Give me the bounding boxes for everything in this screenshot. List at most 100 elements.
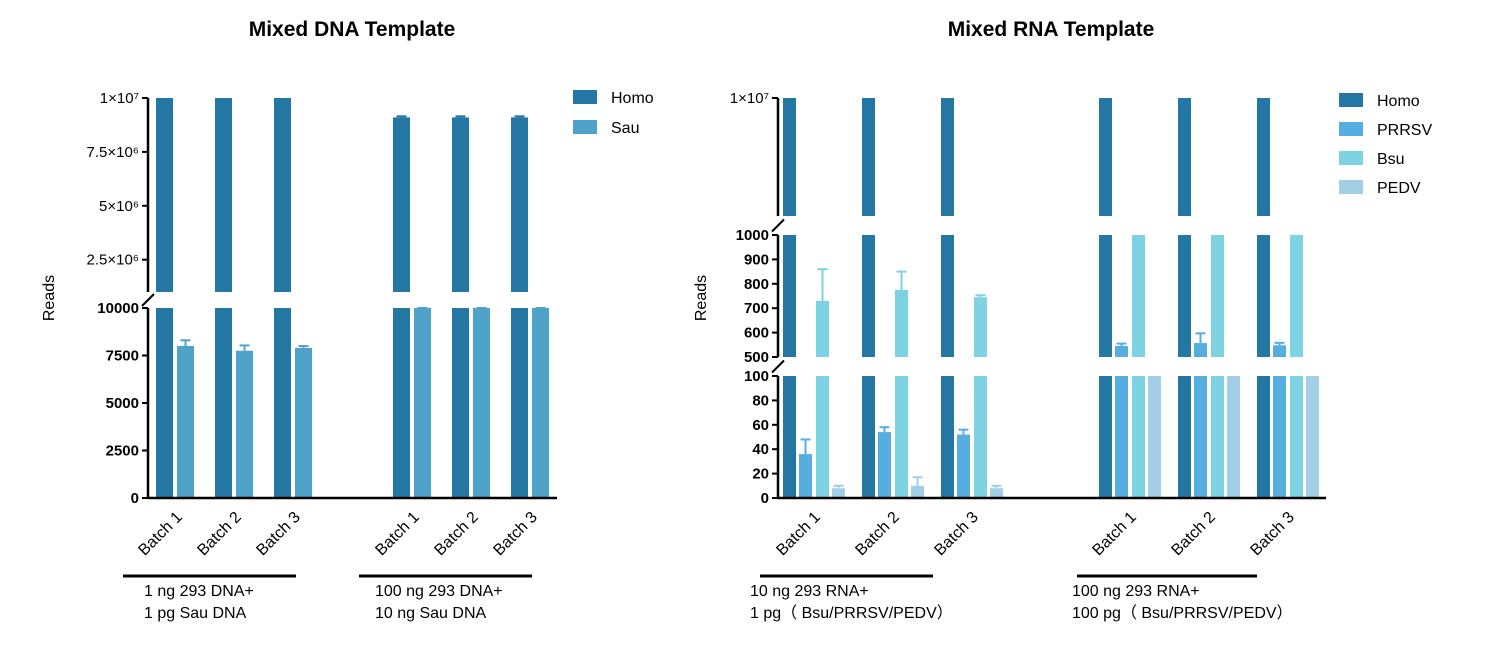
bar-bsu-5-seg1 xyxy=(1211,235,1224,357)
group-label-line1: 100 ng 293 DNA+ xyxy=(375,583,503,600)
y-tick-label: 600 xyxy=(744,325,769,342)
y-tick-label: 1×10⁷ xyxy=(730,90,769,107)
bar-homo-3 xyxy=(941,376,954,498)
x-category-label: Batch 1 xyxy=(372,509,422,559)
bar-homo-3-seg1 xyxy=(274,98,291,292)
legend-swatch-bsu xyxy=(1339,151,1363,165)
x-category-label: Batch 3 xyxy=(931,509,981,559)
x-category-label: Batch 2 xyxy=(194,509,244,559)
axis-break-mark xyxy=(141,293,155,307)
y-tick-label: 2.5×10⁶ xyxy=(87,252,139,269)
x-category-label: Batch 1 xyxy=(1089,509,1139,559)
x-category-label: Batch 2 xyxy=(852,509,902,559)
bar-homo-1 xyxy=(156,308,173,498)
x-category-label: Batch 1 xyxy=(773,509,823,559)
bar-homo-5 xyxy=(1178,376,1191,498)
y-tick-label: 60 xyxy=(752,417,769,434)
bar-prrsv-6-seg1 xyxy=(1273,345,1286,357)
y-tick-label: 7500 xyxy=(106,348,139,365)
bar-homo-6-seg1 xyxy=(1257,235,1270,357)
bar-sau-1 xyxy=(177,346,194,498)
x-category-label: Batch 3 xyxy=(1247,509,1297,559)
bar-homo-5 xyxy=(452,308,469,498)
x-category-label: Batch 1 xyxy=(135,509,185,559)
axis-break-mark xyxy=(771,218,785,233)
bar-homo-3-seg1 xyxy=(941,235,954,357)
bar-homo-6 xyxy=(511,308,528,498)
y-tick-label: 500 xyxy=(744,349,769,366)
bar-prrsv-5-seg1 xyxy=(1194,343,1207,357)
group-label-line1: 10 ng 293 RNA+ xyxy=(750,583,869,600)
bar-pedv-6 xyxy=(1306,376,1319,498)
y-tick-label: 80 xyxy=(752,392,769,409)
bar-bsu-5 xyxy=(1211,376,1224,498)
bar-pedv-3 xyxy=(990,488,1003,498)
y-tick-label: 1000 xyxy=(736,227,769,244)
dna-chart-title: Mixed DNA Template xyxy=(249,18,456,41)
bar-bsu-3-seg1 xyxy=(974,297,987,357)
legend-swatch-homo xyxy=(573,90,597,104)
bar-homo-5-seg1 xyxy=(1178,235,1191,357)
y-tick-label: 0 xyxy=(761,490,769,507)
bar-homo-2-seg1 xyxy=(215,98,232,292)
bar-homo-1 xyxy=(783,376,796,498)
y-tick-label: 2500 xyxy=(106,443,139,460)
group-label-line1: 100 ng 293 RNA+ xyxy=(1072,583,1200,600)
y-tick-label: 7.5×10⁶ xyxy=(87,144,139,161)
bar-bsu-2-seg1 xyxy=(895,289,908,357)
legend-label-bsu: Bsu xyxy=(1377,151,1405,168)
bar-homo-4 xyxy=(1099,376,1112,498)
rna-chart-title: Mixed RNA Template xyxy=(948,18,1155,41)
bar-sau-3 xyxy=(295,347,312,498)
bar-homo-6-seg1 xyxy=(511,117,528,293)
bar-pedv-1 xyxy=(832,488,845,498)
y-axis-title: Reads xyxy=(41,275,58,321)
y-tick-label: 1×10⁷ xyxy=(100,90,139,107)
legend-label-sau: Sau xyxy=(611,120,639,137)
bar-homo-4-seg2 xyxy=(1099,98,1112,216)
y-tick-label: 20 xyxy=(752,466,769,483)
legend-swatch-prrsv xyxy=(1339,122,1363,136)
bar-homo-5-seg1 xyxy=(452,117,469,293)
bar-homo-4 xyxy=(393,308,410,498)
bar-pedv-4 xyxy=(1148,376,1161,498)
bar-bsu-6-seg1 xyxy=(1290,235,1303,357)
y-tick-label: 5000 xyxy=(106,395,139,412)
bar-pedv-5 xyxy=(1227,376,1240,498)
y-tick-label: 900 xyxy=(744,251,769,268)
x-category-label: Batch 2 xyxy=(431,509,481,559)
y-tick-label: 10000 xyxy=(97,300,139,317)
dna-chart: 0 2500 5000 7500 10000 2.5×10⁶ 5×10⁶ 7.5×10⁶ 1×1… xyxy=(41,90,654,622)
rna-chart: 0 20 40 60 80 100 500 600 700 800 900 1000 1×10⁷ Read… xyxy=(693,90,1432,622)
bar-sau-4 xyxy=(414,308,431,498)
legend-swatch-pedv xyxy=(1339,180,1363,194)
bar-homo-1-seg1 xyxy=(156,98,173,292)
bar-pedv-2 xyxy=(911,485,924,498)
bar-prrsv-3 xyxy=(957,434,970,498)
bar-homo-3 xyxy=(274,308,291,498)
bar-homo-6-seg2 xyxy=(1257,98,1270,216)
bar-bsu-4-seg1 xyxy=(1132,235,1145,357)
bar-homo-4-seg1 xyxy=(1099,235,1112,357)
axis-break-mark xyxy=(771,359,785,374)
legend-label-prrsv: PRRSV xyxy=(1377,122,1432,139)
bar-bsu-3 xyxy=(974,376,987,498)
y-tick-label: 700 xyxy=(744,300,769,317)
bar-prrsv-6 xyxy=(1273,376,1286,498)
legend-swatch-sau xyxy=(573,120,597,134)
bar-homo-1-seg2 xyxy=(783,98,796,216)
legend-label-homo: Homo xyxy=(1377,93,1420,110)
legend-swatch-homo xyxy=(1339,93,1363,107)
bar-bsu-6 xyxy=(1290,376,1303,498)
x-category-label: Batch 3 xyxy=(490,509,540,559)
bar-homo-1-seg1 xyxy=(783,235,796,357)
bar-homo-4-seg1 xyxy=(393,117,410,293)
group-label-line1: 1 ng 293 DNA+ xyxy=(144,583,254,600)
bar-bsu-1-seg1 xyxy=(816,300,829,357)
group-label-line2: 1 pg Sau DNA xyxy=(144,605,247,622)
y-tick-label: 5×10⁶ xyxy=(99,198,139,215)
group-label-line2: 1 pg（ Bsu/PRRSV/PEDV） xyxy=(750,604,953,622)
y-tick-label: 0 xyxy=(131,490,139,507)
bar-prrsv-1 xyxy=(799,454,812,498)
